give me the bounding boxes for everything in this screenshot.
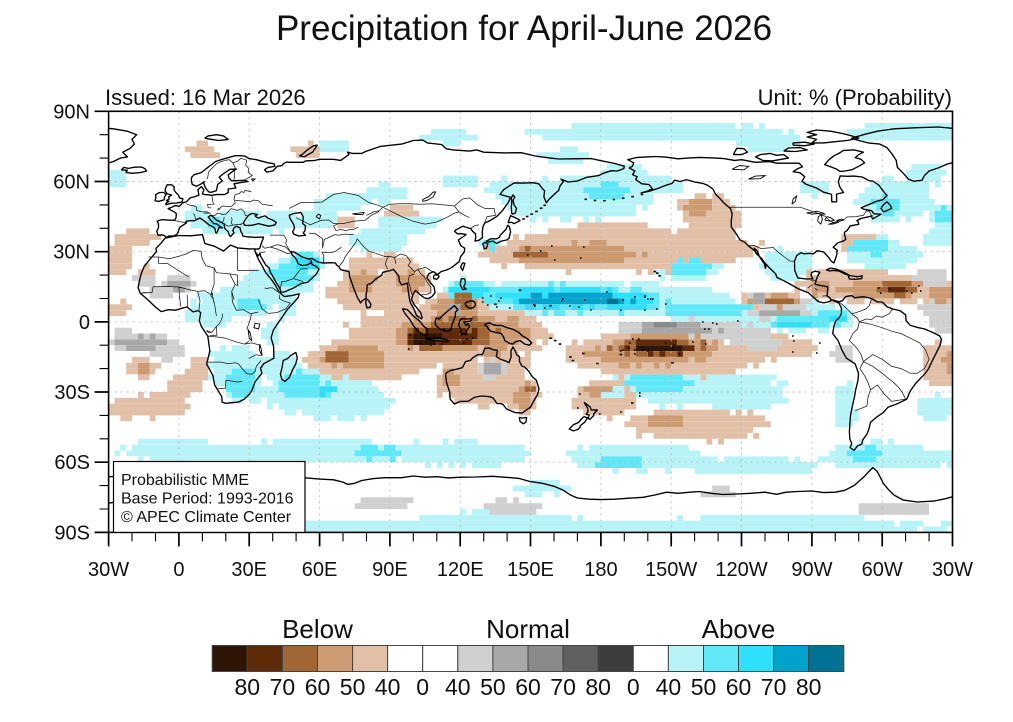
svg-text:Base Period: 1993-2016: Base Period: 1993-2016 (121, 491, 294, 508)
svg-text:80: 80 (796, 674, 822, 700)
svg-text:30E: 30E (231, 559, 267, 581)
svg-text:60E: 60E (302, 559, 338, 581)
svg-text:0: 0 (173, 559, 184, 581)
svg-text:60N: 60N (53, 172, 90, 194)
svg-text:90E: 90E (372, 559, 408, 581)
svg-text:Issued: 16 Mar 2026: Issued: 16 Mar 2026 (105, 85, 306, 110)
svg-text:60S: 60S (54, 452, 90, 474)
svg-text:90S: 90S (54, 522, 90, 544)
svg-text:Below: Below (282, 614, 353, 644)
svg-text:30S: 30S (54, 382, 90, 404)
svg-text:Precipitation for April-June 2: Precipitation for April-June 2026 (276, 9, 772, 48)
svg-text:50: 50 (340, 674, 366, 700)
svg-text:150E: 150E (507, 559, 554, 581)
svg-text:30N: 30N (53, 242, 90, 264)
svg-text:40: 40 (375, 674, 401, 700)
svg-text:60W: 60W (862, 559, 903, 581)
svg-text:© APEC Climate Center: © APEC Climate Center (121, 509, 292, 526)
svg-text:0: 0 (79, 312, 90, 334)
svg-text:60: 60 (726, 674, 752, 700)
svg-text:70: 70 (550, 674, 576, 700)
svg-text:Above: Above (702, 614, 776, 644)
svg-text:150W: 150W (645, 559, 697, 581)
svg-text:60: 60 (305, 674, 331, 700)
svg-text:90N: 90N (53, 101, 90, 123)
svg-text:70: 70 (761, 674, 787, 700)
svg-text:0: 0 (627, 674, 640, 700)
svg-text:Probabilistic MME: Probabilistic MME (121, 472, 249, 489)
svg-text:180: 180 (584, 559, 617, 581)
svg-text:120W: 120W (715, 559, 767, 581)
svg-text:30W: 30W (932, 559, 973, 581)
svg-text:0: 0 (416, 674, 429, 700)
svg-text:60: 60 (515, 674, 541, 700)
svg-text:120E: 120E (437, 559, 484, 581)
svg-text:Normal: Normal (486, 614, 570, 644)
svg-text:70: 70 (270, 674, 296, 700)
svg-text:40: 40 (656, 674, 682, 700)
svg-text:40: 40 (445, 674, 471, 700)
svg-text:80: 80 (585, 674, 611, 700)
svg-text:80: 80 (235, 674, 261, 700)
svg-text:50: 50 (691, 674, 717, 700)
svg-text:90W: 90W (791, 559, 832, 581)
svg-text:50: 50 (480, 674, 506, 700)
svg-text:Unit: % (Probability): Unit: % (Probability) (758, 85, 952, 110)
svg-text:30W: 30W (88, 559, 129, 581)
